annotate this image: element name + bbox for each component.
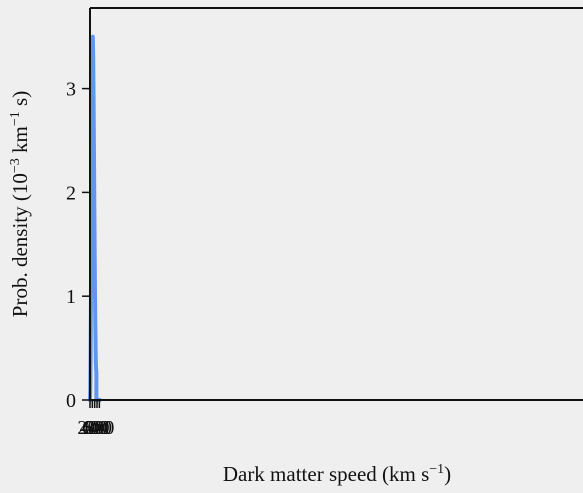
x-tick-label: 200 bbox=[77, 417, 107, 439]
y-tick-label: 3 bbox=[66, 79, 76, 101]
x-tick-label: 600 bbox=[82, 417, 112, 439]
plot-area bbox=[88, 34, 102, 402]
series-line bbox=[88, 34, 102, 402]
x-axis-label: Dark matter speed (km s−1) bbox=[223, 462, 451, 486]
x-tick-label: 400 bbox=[80, 417, 110, 439]
x-tick-label: 800 bbox=[84, 417, 114, 439]
y-tick-label: 1 bbox=[66, 286, 76, 308]
x-tick-label: 0 bbox=[85, 417, 95, 439]
y-axis-ticks: 0 1 2 3 bbox=[66, 79, 90, 412]
y-tick-label: 0 bbox=[66, 390, 76, 412]
y-tick-label: 2 bbox=[66, 182, 76, 204]
y-axis-label: Prob. density (10−3 km−1 s) bbox=[8, 91, 32, 317]
